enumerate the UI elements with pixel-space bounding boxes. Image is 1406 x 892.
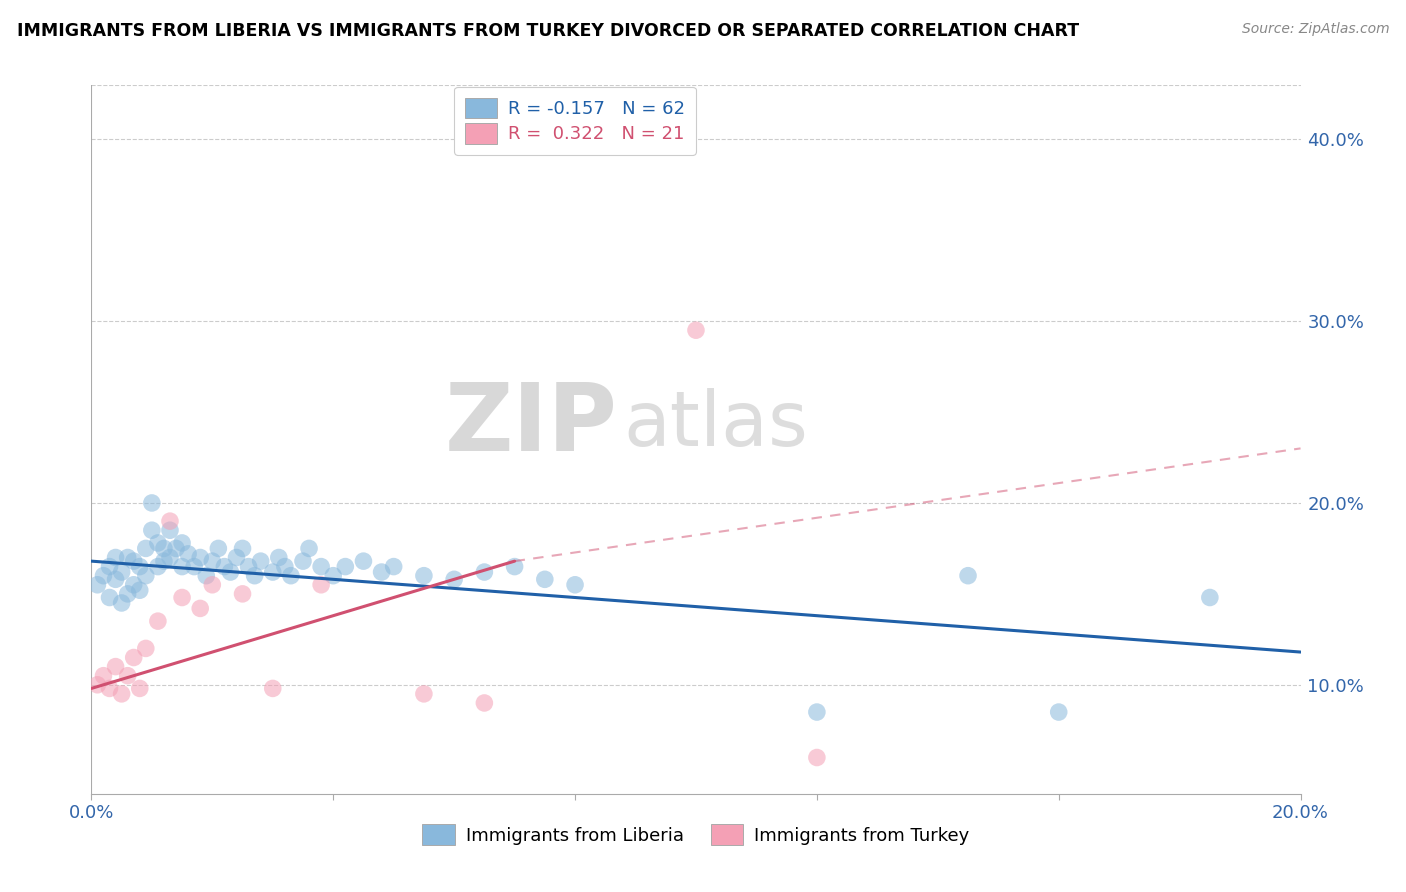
Point (104, 572, 127, 586)
Point (503, 559, 526, 574)
Point (956, 568, 979, 582)
Point (231, 541, 253, 556)
Point (111, 687, 132, 701)
Point (128, 583, 150, 598)
Point (141, 496, 163, 510)
Point (111, 565, 132, 579)
Text: ZIP: ZIP (444, 379, 617, 471)
Point (201, 578, 224, 592)
Point (122, 650, 145, 665)
Point (146, 536, 169, 550)
Point (117, 669, 139, 683)
Point (183, 559, 205, 574)
Point (165, 541, 187, 556)
Point (309, 559, 332, 574)
Point (141, 523, 163, 537)
Point (159, 550, 181, 565)
Point (122, 578, 145, 592)
Point (111, 596, 132, 610)
Point (128, 681, 150, 696)
Point (98, 681, 121, 696)
Point (231, 587, 253, 601)
Point (117, 550, 139, 565)
Point (93, 669, 115, 683)
Point (159, 523, 181, 537)
Point (93, 568, 115, 582)
Point (153, 554, 176, 568)
Point (172, 559, 194, 574)
Point (225, 550, 247, 565)
Point (280, 568, 302, 582)
Point (98, 591, 121, 605)
Point (214, 559, 236, 574)
Point (806, 750, 828, 764)
Point (806, 705, 828, 719)
Point (86, 578, 108, 592)
Point (146, 559, 169, 574)
Point (1198, 591, 1220, 605)
Text: Source: ZipAtlas.com: Source: ZipAtlas.com (1241, 22, 1389, 37)
Point (298, 541, 321, 556)
Point (382, 559, 405, 574)
Point (122, 554, 145, 568)
Point (685, 323, 707, 337)
Point (153, 541, 176, 556)
Point (135, 541, 157, 556)
Point (104, 659, 127, 673)
Point (262, 681, 284, 696)
Point (370, 565, 392, 579)
Point (443, 572, 465, 586)
Point (146, 614, 169, 628)
Point (335, 559, 357, 574)
Text: IMMIGRANTS FROM LIBERIA VS IMMIGRANTS FROM TURKEY DIVORCED OR SEPARATED CORRELAT: IMMIGRANTS FROM LIBERIA VS IMMIGRANTS FR… (17, 22, 1078, 40)
Point (207, 541, 229, 556)
Point (128, 559, 150, 574)
Point (238, 559, 260, 574)
Text: atlas: atlas (623, 388, 808, 462)
Point (135, 641, 157, 656)
Point (219, 565, 242, 579)
Point (86, 678, 108, 692)
Point (262, 565, 284, 579)
Point (172, 591, 194, 605)
Point (472, 565, 495, 579)
Point (1047, 705, 1070, 719)
Point (159, 514, 181, 528)
Point (243, 568, 266, 582)
Point (135, 568, 157, 582)
Point (413, 687, 436, 701)
Point (267, 550, 290, 565)
Point (98, 559, 121, 574)
Point (177, 547, 200, 561)
Point (533, 572, 555, 586)
Point (564, 578, 586, 592)
Point (195, 568, 218, 582)
Legend: Immigrants from Liberia, Immigrants from Turkey: Immigrants from Liberia, Immigrants from… (415, 817, 977, 852)
Point (172, 536, 194, 550)
Point (188, 550, 211, 565)
Point (249, 554, 271, 568)
Point (117, 587, 139, 601)
Point (292, 554, 315, 568)
Point (413, 568, 436, 582)
Point (274, 559, 297, 574)
Point (188, 601, 211, 615)
Point (201, 554, 224, 568)
Point (322, 568, 344, 582)
Point (104, 550, 127, 565)
Point (472, 696, 495, 710)
Point (352, 554, 374, 568)
Point (309, 578, 332, 592)
